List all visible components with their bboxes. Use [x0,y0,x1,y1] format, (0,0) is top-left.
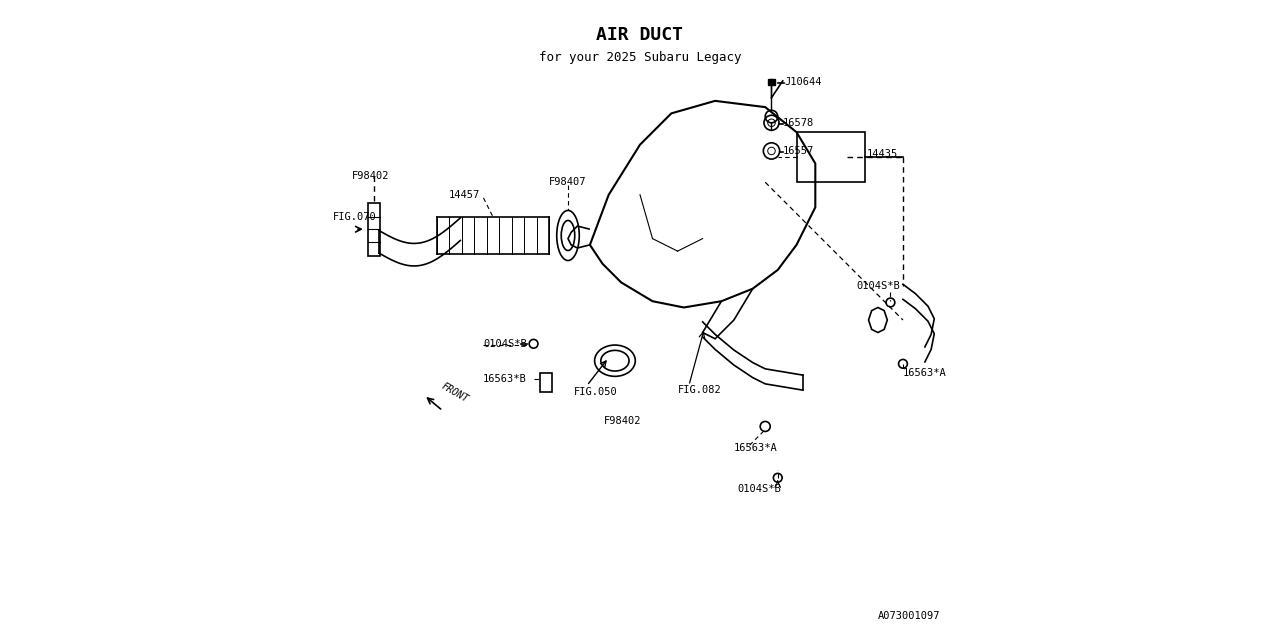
Bar [768,79,776,85]
Text: 0104S*B: 0104S*B [737,484,781,494]
Text: FIG.082: FIG.082 [677,385,722,395]
Text: F98402: F98402 [352,171,389,181]
Bar [796,132,865,182]
Text: 0104S*B: 0104S*B [484,339,527,349]
Text: 16563*B: 16563*B [483,374,526,385]
Text: for your 2025 Subaru Legacy: for your 2025 Subaru Legacy [539,51,741,64]
Text: F98407: F98407 [549,177,586,188]
Text: 14435: 14435 [867,149,897,159]
Text: 16563*A: 16563*A [902,368,947,378]
Text: FIG.050: FIG.050 [575,387,618,397]
Text: F98402: F98402 [604,417,641,426]
Text: AIR DUCT: AIR DUCT [596,26,684,44]
Bar [369,203,380,256]
Text: J10644: J10644 [785,77,822,87]
Text: 16563*A: 16563*A [733,444,778,453]
Text: A073001097: A073001097 [878,611,941,621]
Text: 16578: 16578 [783,118,814,128]
Text: 14457: 14457 [449,190,480,200]
Text: 0104S*B: 0104S*B [856,280,900,291]
Bar [540,373,553,392]
Text: 16557: 16557 [783,146,814,156]
Text: FIG.070: FIG.070 [333,212,376,221]
Text: FRONT: FRONT [439,381,470,404]
